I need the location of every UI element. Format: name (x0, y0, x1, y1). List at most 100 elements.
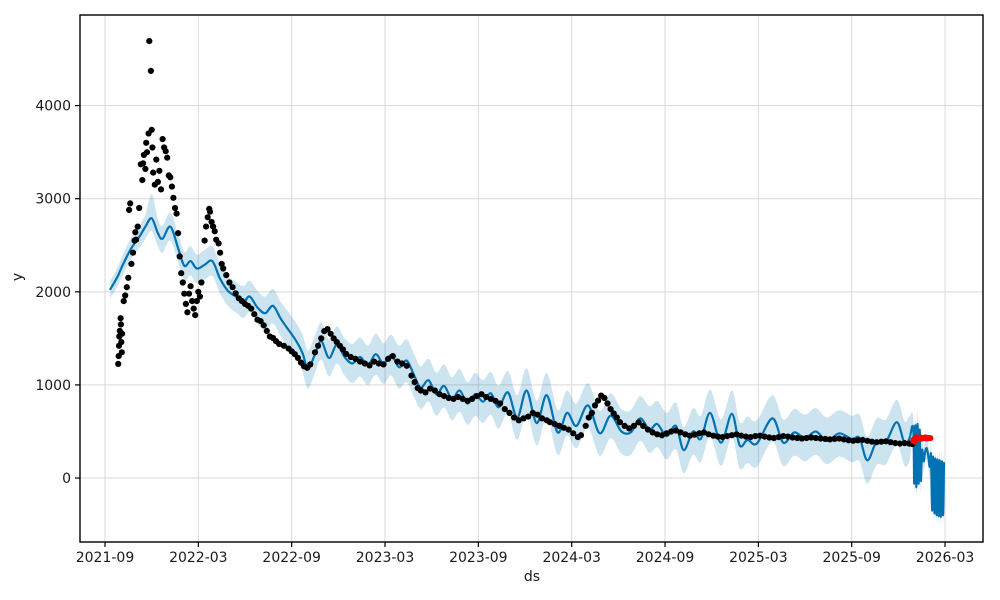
actual-point (756, 432, 764, 439)
actual-point (294, 354, 301, 361)
actual-point (157, 186, 165, 193)
actual-point (276, 340, 283, 348)
actual-point (595, 397, 602, 404)
y-tick-label: 3000 (35, 192, 71, 208)
actual-point (149, 144, 156, 151)
actual-point (892, 440, 899, 447)
actual-point (136, 204, 143, 212)
actual-point (168, 183, 175, 190)
actual-point (724, 433, 731, 440)
actual-point (585, 414, 592, 421)
actual-point (696, 430, 703, 437)
actual-point (311, 349, 319, 356)
actual-point (220, 265, 227, 272)
actual-point (626, 425, 633, 432)
actual-point (613, 414, 620, 421)
actual-point (178, 270, 185, 277)
actual-point (142, 165, 149, 172)
actual-point (339, 346, 347, 353)
actual-point (159, 136, 166, 143)
actual-point (604, 400, 611, 407)
actual-point (831, 435, 838, 442)
actual-points (115, 38, 916, 448)
actual-point (728, 432, 736, 439)
actual-point (427, 385, 434, 392)
actual-point (654, 431, 661, 438)
actual-point (164, 154, 171, 161)
actual-point (836, 435, 843, 442)
actual-point (868, 438, 876, 445)
actual-point (126, 206, 133, 213)
recent-actual-points (910, 434, 934, 445)
actual-point (181, 290, 188, 297)
actual-point (154, 178, 161, 185)
actual-point (347, 353, 354, 361)
y-axis-label: y (10, 273, 26, 281)
actual-point (497, 400, 504, 407)
actual-point (211, 228, 218, 235)
actual-point (469, 395, 476, 402)
axes-frame (79, 14, 984, 543)
actual-point (663, 430, 670, 437)
x-tick-label: 2024-03 (542, 550, 601, 566)
actual-point (478, 391, 485, 398)
actual-point (640, 422, 647, 429)
actual-point (206, 208, 214, 215)
actual-point (167, 174, 174, 181)
actual-point (315, 342, 322, 349)
actual-point (251, 311, 258, 318)
actual-point (189, 298, 196, 305)
actual-point (203, 223, 210, 230)
actual-point (115, 360, 122, 367)
actual-point (775, 434, 782, 441)
actual-point (307, 361, 314, 368)
actual-point (747, 434, 754, 441)
actual-point (441, 393, 448, 400)
actual-point (118, 339, 125, 346)
actual-point (582, 422, 589, 429)
actual-point (399, 360, 406, 367)
actual-point (127, 200, 134, 207)
actual-point (577, 432, 585, 439)
actual-point (686, 432, 694, 439)
actual-point (117, 315, 124, 322)
actual-point (422, 389, 429, 396)
actual-point (742, 433, 750, 440)
actual-point (431, 387, 438, 394)
x-axis-ticks: 2021-09 2022-03 2022-09 2023-03 2023-09 2024-… (76, 542, 974, 566)
actual-point (560, 424, 568, 431)
actual-point (179, 279, 186, 286)
actual-point (324, 326, 331, 333)
actual-point (510, 414, 518, 421)
actual-point (789, 434, 796, 441)
actual-point (263, 327, 270, 334)
actual-point (794, 434, 801, 442)
actual-point (134, 223, 141, 230)
actual-point (198, 279, 205, 286)
actual-point (171, 204, 179, 212)
actual-point (380, 361, 387, 368)
actual-point (201, 237, 208, 244)
actual-point (117, 321, 124, 328)
actual-point (812, 434, 820, 442)
actual-point (185, 290, 193, 297)
actual-point (153, 156, 160, 163)
actual-point (672, 427, 680, 434)
actual-point (361, 360, 368, 367)
actual-point (184, 309, 191, 316)
actual-point (565, 426, 572, 433)
actual-point (780, 433, 787, 440)
actual-point (822, 435, 829, 442)
actual-point (487, 395, 494, 402)
actual-point (118, 349, 125, 356)
actual-point (738, 432, 745, 439)
actual-point (808, 434, 815, 441)
actual-point (630, 422, 638, 429)
actual-point (232, 290, 239, 297)
actual-point (901, 440, 908, 447)
actual-point (417, 387, 424, 394)
actual-point (280, 342, 287, 349)
